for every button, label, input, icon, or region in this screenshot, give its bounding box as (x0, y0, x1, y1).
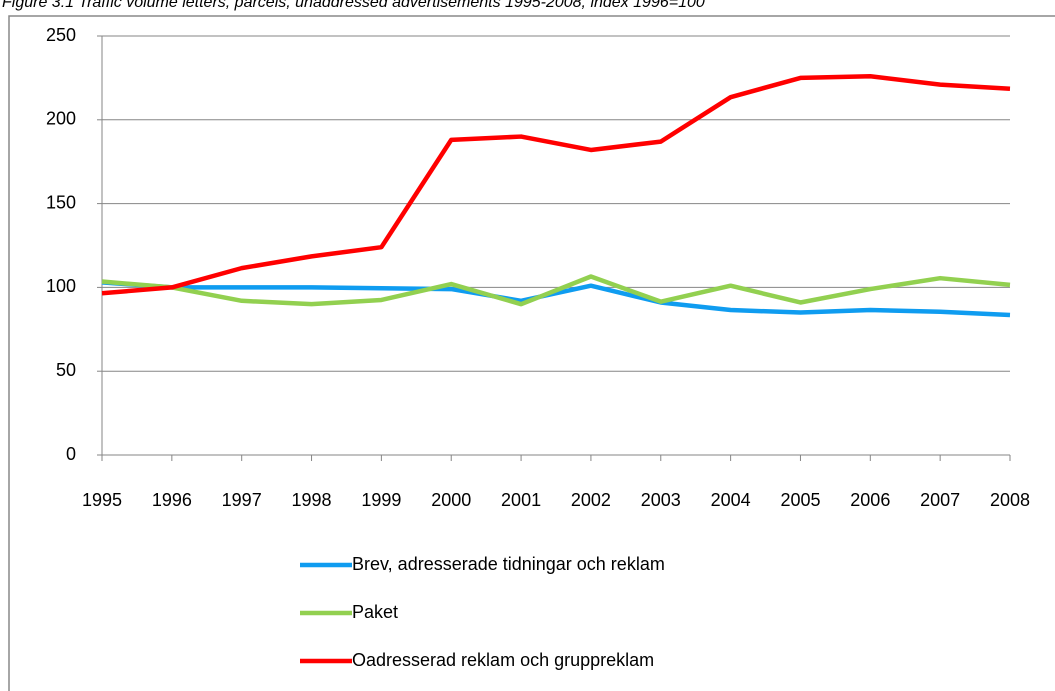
y-tick-label: 250 (46, 25, 76, 45)
y-tick-label: 50 (56, 360, 76, 380)
y-tick-label: 200 (46, 109, 76, 129)
x-tick-label: 1998 (292, 490, 332, 510)
series-line (101, 274, 1011, 307)
legend-label: Paket (352, 602, 398, 622)
x-tick-label: 2008 (990, 490, 1030, 510)
legend-label: Brev, adresserade tidningar och reklam (352, 554, 665, 574)
x-tick-label: 1996 (152, 490, 192, 510)
x-tick-label: 2001 (501, 490, 541, 510)
legend-label: Oadresserad reklam och gruppreklam (352, 650, 654, 670)
series-line (101, 73, 1011, 296)
y-tick-label: 150 (46, 192, 76, 212)
x-tick-label: 2007 (920, 490, 960, 510)
x-tick-label: 2000 (431, 490, 471, 510)
x-tick-label: 1995 (82, 490, 122, 510)
x-tick-label: 2005 (780, 490, 820, 510)
x-tick-label: 2002 (571, 490, 611, 510)
chart-border (8, 15, 1055, 691)
y-tick-label: 100 (46, 276, 76, 296)
x-tick-label: 2006 (850, 490, 890, 510)
series-line (101, 280, 1011, 318)
x-tick-label: 1999 (361, 490, 401, 510)
x-tick-label: 2003 (641, 490, 681, 510)
x-tick-label: 2004 (711, 490, 751, 510)
y-tick-label: 0 (66, 444, 76, 464)
x-tick-label: 1997 (222, 490, 262, 510)
chart-title: Figure 3.1 Traffic volume letters, parce… (2, 0, 705, 11)
